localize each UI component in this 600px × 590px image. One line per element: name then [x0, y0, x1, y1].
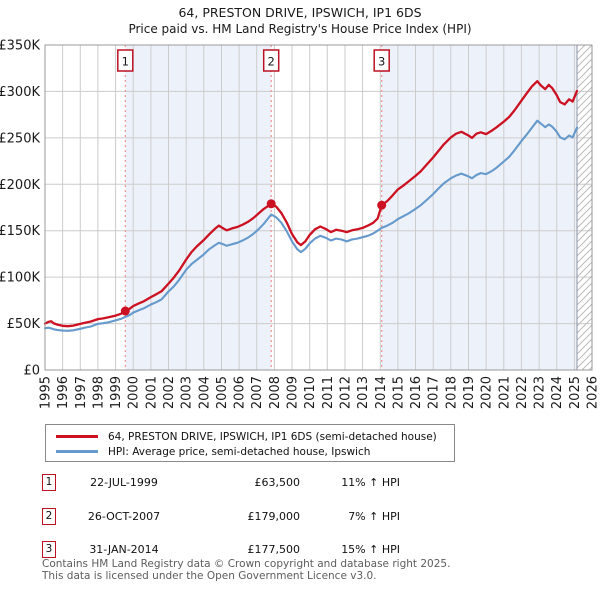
- x-axis-tick-label: 2002: [162, 376, 177, 409]
- x-axis-tick-label: 1995: [39, 376, 54, 409]
- y-axis-tick-label: £150K: [0, 224, 40, 239]
- sale-marker-2: 2: [42, 507, 56, 525]
- x-axis-tick-label: 2006: [233, 376, 248, 409]
- sale-hpi-delta-1: 11% ↑ HPI: [341, 476, 400, 489]
- sale-marker-box: [373, 49, 390, 72]
- x-axis-tick-label: 2004: [197, 376, 212, 409]
- license-line-2: This data is licensed under the Open Gov…: [42, 569, 377, 582]
- sale-hpi-delta-3: 15% ↑ HPI: [341, 543, 400, 556]
- plot-frame: [44, 44, 593, 371]
- y-axis-tick-label: £50K: [7, 317, 41, 332]
- price-paid-series-line: [43, 80, 579, 328]
- legend-label-price: 64, PRESTON DRIVE, IPSWICH, IP1 6DS (sem…: [108, 430, 437, 443]
- x-axis-tick-label: 2010: [303, 376, 318, 409]
- hpi-line-swatch: [56, 450, 98, 453]
- license-footer: Contains HM Land Registry data © Crown c…: [42, 558, 598, 582]
- chart-legend: 64, PRESTON DRIVE, IPSWICH, IP1 6DS (sem…: [45, 424, 455, 462]
- x-axis-tick-label: 2016: [409, 376, 424, 409]
- y-axis-tick-label: £350K: [0, 39, 40, 54]
- x-axis-tick-label: 2003: [180, 376, 195, 409]
- x-axis-tick-label: 2021: [497, 376, 512, 409]
- sale-date-2: 26-OCT-2007: [87, 509, 161, 523]
- sale-row-3: 3 31-JAN-2014 £177,500 15% ↑ HPI: [42, 541, 402, 558]
- x-axis-tick-label: 1998: [91, 376, 106, 409]
- sale-marker-box: [117, 49, 134, 72]
- y-axis-tick-label: £300K: [0, 85, 40, 100]
- x-axis-tick-label: 2009: [286, 376, 301, 409]
- no-data-hatch: [577, 45, 592, 370]
- x-axis-tick-label: 2015: [391, 376, 406, 409]
- x-axis-tick-label: 2008: [268, 376, 283, 409]
- sale-marker-number: 1: [122, 55, 129, 69]
- sale-point-dot: [377, 200, 387, 210]
- legend-row-hpi: HPI: Average price, semi-detached house,…: [56, 444, 454, 459]
- x-axis-tick-label: 2022: [515, 376, 530, 409]
- sale-marker-3: 3: [42, 541, 56, 558]
- sale-row-1: 1 22-JUL-1999 £63,500 11% ↑ HPI: [42, 474, 402, 491]
- sale-point-dot: [266, 199, 276, 209]
- x-axis-tick-label: 2025: [568, 376, 583, 409]
- license-line-1: Contains HM Land Registry data © Crown c…: [42, 558, 451, 570]
- price-paid-line-swatch: [56, 435, 98, 438]
- hpi-series-line: [43, 119, 579, 332]
- sale-row-2: 2 26-OCT-2007 £179,000 7% ↑ HPI: [42, 507, 402, 525]
- y-axis-tick-label: £250K: [0, 131, 40, 146]
- ownership-shade: [125, 45, 272, 370]
- x-axis-tick-label: 1997: [74, 376, 89, 409]
- ownership-shade: [381, 45, 577, 370]
- sale-date-1: 22-JUL-1999: [90, 476, 158, 489]
- x-axis-tick-label: 2024: [550, 376, 565, 409]
- x-axis-tick-label: 2011: [321, 376, 336, 409]
- x-axis-tick-label: 2001: [144, 376, 159, 409]
- y-axis-tick-label: £100K: [0, 271, 40, 286]
- x-axis-tick-label: 2005: [215, 376, 230, 409]
- x-axis-tick-label: 2014: [374, 376, 389, 409]
- x-axis-tick-label: 2020: [480, 376, 495, 409]
- sale-marker-number: 3: [378, 55, 385, 69]
- sale-marker-1: 1: [42, 474, 56, 491]
- y-axis-tick-label: £0: [23, 364, 40, 379]
- sales-table: 1 22-JUL-1999 £63,500 11% ↑ HPI 2 26-OCT…: [42, 474, 402, 575]
- x-axis-tick-label: 1999: [109, 376, 124, 409]
- sale-price-1: £63,500: [254, 476, 301, 489]
- x-axis-tick-label: 2017: [427, 376, 442, 409]
- x-axis-tick-label: 2012: [339, 376, 354, 409]
- x-axis-tick-label: 2007: [250, 376, 265, 409]
- x-axis-tick-label: 2018: [444, 376, 459, 409]
- page-title: 64, PRESTON DRIVE, IPSWICH, IP1 6DS: [178, 5, 422, 20]
- page-subtitle: Price paid vs. HM Land Registry's House …: [128, 22, 472, 36]
- legend-row-price: 64, PRESTON DRIVE, IPSWICH, IP1 6DS (sem…: [56, 429, 454, 444]
- sale-price-2: £179,000: [247, 509, 301, 523]
- x-axis-tick-label: 2013: [356, 376, 371, 409]
- sale-price-3: £177,500: [247, 543, 301, 556]
- sale-hpi-delta-2: 7% ↑ HPI: [348, 509, 400, 523]
- sale-marker-box: [262, 49, 280, 72]
- sale-marker-number: 2: [268, 55, 275, 69]
- x-axis-tick-label: 2023: [533, 376, 548, 409]
- x-axis-tick-label: 2000: [127, 376, 142, 409]
- sale-date-3: 31-JAN-2014: [89, 543, 159, 556]
- price-history-chart: 1 2 3 £0 £50K £100K £150K £200K £250K £300K £350K 1…: [0, 39, 600, 410]
- chart-titles: 64, PRESTON DRIVE, IPSWICH, IP1 6DS Pric…: [0, 4, 600, 37]
- legend-label-hpi: HPI: Average price, semi-detached house,…: [108, 445, 371, 458]
- x-axis-tick-label: 1996: [56, 376, 71, 409]
- sale-point-dot: [120, 306, 130, 316]
- y-axis-tick-label: £200K: [0, 178, 40, 193]
- x-axis-tick-label: 2019: [462, 376, 477, 409]
- x-axis-tick-label: 2026: [586, 376, 600, 409]
